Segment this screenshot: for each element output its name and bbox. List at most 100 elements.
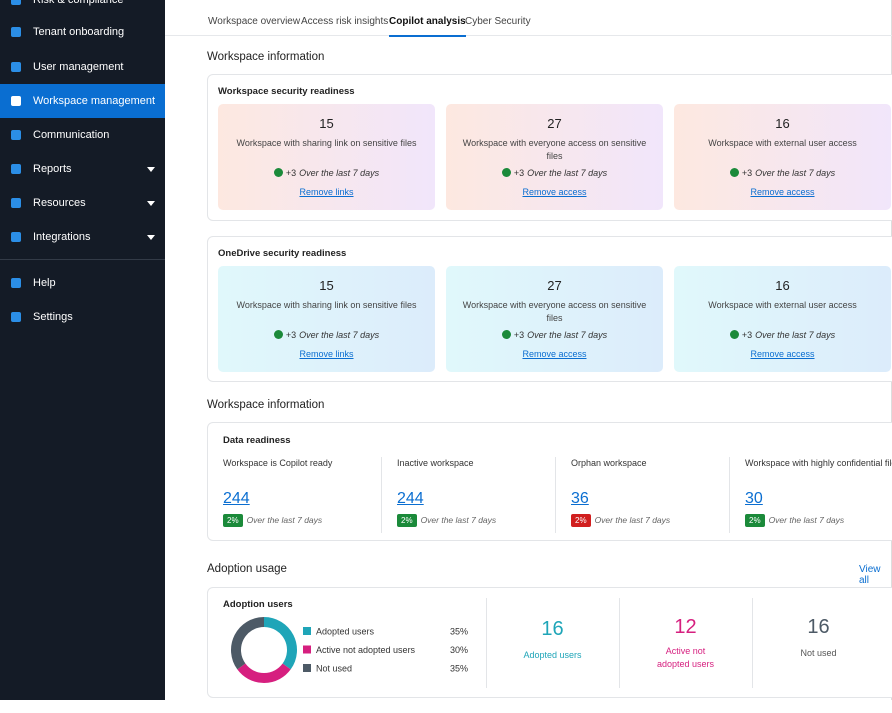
nav-item[interactable]: Workspace management <box>0 84 165 118</box>
nav-label: Communication <box>33 129 110 141</box>
adoption-card: Adoption users Adopted users 35% Active no… <box>207 587 892 698</box>
legend-label: Adopted users <box>316 627 375 637</box>
change-period: Over the last 7 days <box>420 515 497 525</box>
nav-icon <box>11 232 21 242</box>
tile-change: +3 Over the last 7 days <box>218 330 435 340</box>
trend-badge: 2% <box>571 514 591 527</box>
nav-label: Tenant onboarding <box>33 26 125 38</box>
column-divider <box>729 457 730 533</box>
change-value: +3 <box>285 330 297 340</box>
tab[interactable]: Access risk insights <box>301 16 389 27</box>
tile-change: +3 Over the last 7 days <box>218 168 435 178</box>
tile-action[interactable]: Remove access <box>750 349 815 359</box>
card-title: Workspace security readiness <box>218 86 355 97</box>
tile-action[interactable]: Remove links <box>299 349 354 359</box>
metric-value[interactable]: 244 <box>223 490 250 507</box>
donut-segment <box>237 663 291 683</box>
nav-icon <box>11 278 21 288</box>
legend-swatch <box>303 664 311 672</box>
change-period: Over the last 7 days <box>594 515 671 525</box>
tile-change: +3 Over the last 7 days <box>674 330 891 340</box>
section-title: Adoption usage <box>207 563 287 575</box>
nav-icon <box>11 27 21 37</box>
nav-label: Settings <box>33 311 73 323</box>
nav-icon <box>11 312 21 322</box>
up-icon <box>273 168 283 177</box>
readiness-tile: 16 Workspace with external user access +3 O… <box>674 104 891 210</box>
tile-action[interactable]: Remove links <box>299 187 354 197</box>
tile-label: Workspace with sharing link on sensitive… <box>236 138 417 148</box>
nav-icon <box>11 62 21 72</box>
tab[interactable]: Copilot analysis <box>389 16 466 37</box>
nav-icon <box>11 164 21 174</box>
readiness-tile: 15 Workspace with sharing link on sensiti… <box>218 104 435 210</box>
nav-icon <box>11 198 21 208</box>
nav-icon <box>11 0 21 5</box>
nav-item[interactable]: Integrations <box>0 220 165 254</box>
column-divider <box>381 457 382 533</box>
nav-item[interactable]: Tenant onboarding <box>0 15 165 49</box>
tile-value: 15 <box>319 278 334 293</box>
column-divider <box>555 457 556 533</box>
nav-label: Reports <box>33 163 72 175</box>
metric-value[interactable]: 36 <box>571 490 589 507</box>
nav-item[interactable]: Risk & compliance <box>0 0 165 17</box>
change-value: +3 <box>513 168 525 178</box>
tile-action[interactable]: Remove access <box>750 187 815 197</box>
column-divider <box>752 598 753 688</box>
adoption-stat: 12 Active not adopted users <box>619 616 752 671</box>
tile-value: 27 <box>547 116 562 131</box>
metric-change: 2% Over the last 7 days <box>397 514 557 527</box>
change-value: +3 <box>285 168 297 178</box>
adoption-stat: 16 Not used <box>752 616 885 660</box>
nav-label: Help <box>33 277 56 289</box>
tile-action[interactable]: Remove access <box>522 187 587 197</box>
nav-item[interactable]: Reports <box>0 152 165 186</box>
nav-icon <box>11 130 21 140</box>
nav-item[interactable]: Settings <box>0 300 165 334</box>
change-period: Over the last 7 days <box>755 330 836 340</box>
column-divider <box>486 598 487 688</box>
sidebar: Risk & compliance Tenant onboarding User m… <box>0 0 165 700</box>
tab-divider <box>165 35 892 36</box>
change-period: Over the last 7 days <box>527 168 608 178</box>
main-panel: Workspace overview Access risk insights Co… <box>165 0 892 700</box>
chart-title: Adoption users <box>223 599 293 610</box>
donut-chart: Adopted users 35% Active not adopted users… <box>231 617 468 683</box>
stat-label: Adopted users <box>523 650 582 660</box>
tab[interactable]: Cyber Security <box>465 16 531 27</box>
tile-value: 27 <box>547 278 562 293</box>
legend-swatch <box>303 645 311 654</box>
tab[interactable]: Workspace overview <box>208 16 301 27</box>
change-value: +3 <box>513 330 525 340</box>
readiness-tile: 16 Workspace with external user access +3 O… <box>674 266 891 372</box>
nav-label: Workspace management <box>33 95 156 107</box>
security-card: Workspace security readiness 15 Workspace … <box>207 74 892 221</box>
tile-action[interactable]: Remove access <box>522 349 587 359</box>
change-period: Over the last 7 days <box>768 515 845 525</box>
metric-label: Workspace is Copilot ready <box>223 458 333 468</box>
donut-segment <box>263 617 297 670</box>
tile-label: Workspace with external user access <box>708 138 857 148</box>
nav-item[interactable]: Communication <box>0 118 165 152</box>
up-icon <box>273 330 283 339</box>
adoption-stat: 16 Adopted users <box>486 618 619 662</box>
change-period: Over the last 7 days <box>527 330 608 340</box>
metric-value[interactable]: 244 <box>397 490 424 507</box>
column-divider <box>619 598 620 688</box>
caret <box>147 201 155 206</box>
tile-label: Workspace with everyone access on sensit… <box>462 300 647 323</box>
readiness-tile: 27 Workspace with everyone access on sens… <box>446 266 663 372</box>
change-period: Over the last 7 days <box>246 515 323 525</box>
stat-value: 16 <box>807 616 830 638</box>
metric-value[interactable]: 30 <box>745 490 763 507</box>
view-all-link[interactable]: View all <box>859 564 881 586</box>
nav-item[interactable]: Help <box>0 266 165 300</box>
up-icon <box>729 330 739 339</box>
legend-swatch <box>303 627 311 635</box>
nav-label: User management <box>33 61 124 73</box>
nav-item[interactable]: User management <box>0 50 165 84</box>
card-title: Data readiness <box>223 435 291 446</box>
metric-label: Orphan workspace <box>571 458 647 468</box>
nav-item[interactable]: Resources <box>0 186 165 220</box>
